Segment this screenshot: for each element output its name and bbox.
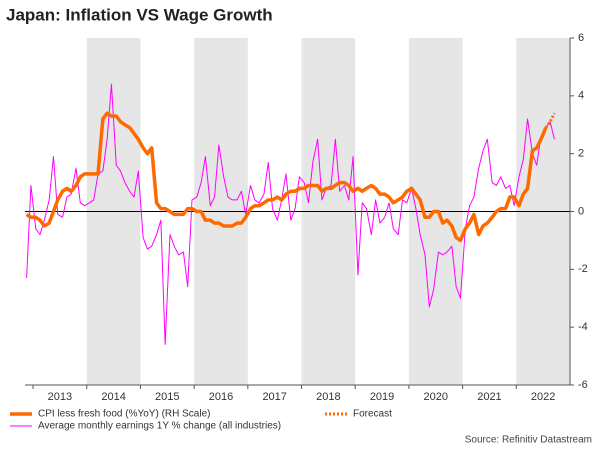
x-tick-label: 2022 bbox=[531, 391, 555, 403]
y-tick-label: -2 bbox=[578, 263, 588, 275]
y-tick-label: 0 bbox=[578, 205, 584, 217]
x-tick-label: 2017 bbox=[262, 391, 286, 403]
x-tick-label: 2015 bbox=[155, 391, 179, 403]
y-tick-label: -4 bbox=[578, 321, 588, 333]
x-tick-label: 2018 bbox=[316, 391, 340, 403]
x-tick-label: 2019 bbox=[370, 391, 394, 403]
legend-label: CPI less fresh food (%YoY) (RH Scale) bbox=[38, 409, 210, 420]
legend-label: Forecast bbox=[353, 409, 392, 420]
y-tick-label: -6 bbox=[578, 379, 588, 391]
x-tick-label: 2014 bbox=[101, 391, 125, 403]
y-tick-label: 6 bbox=[578, 32, 584, 44]
series-line bbox=[25, 111, 548, 243]
x-tick-label: 2021 bbox=[477, 391, 501, 403]
series-line bbox=[544, 112, 556, 129]
x-tick-label: 2013 bbox=[48, 391, 72, 403]
source-note: Source: Refinitiv Datastream bbox=[465, 435, 592, 446]
y-tick-label: 2 bbox=[578, 148, 584, 160]
y-tick-label: 4 bbox=[578, 90, 584, 102]
legend-label: Average monthly earnings 1Y % change (al… bbox=[38, 421, 281, 432]
x-tick-label: 2020 bbox=[424, 391, 448, 403]
series-line bbox=[26, 83, 555, 346]
chart-title: Japan: Inflation VS Wage Growth bbox=[6, 5, 273, 24]
x-tick-label: 2016 bbox=[209, 391, 233, 403]
